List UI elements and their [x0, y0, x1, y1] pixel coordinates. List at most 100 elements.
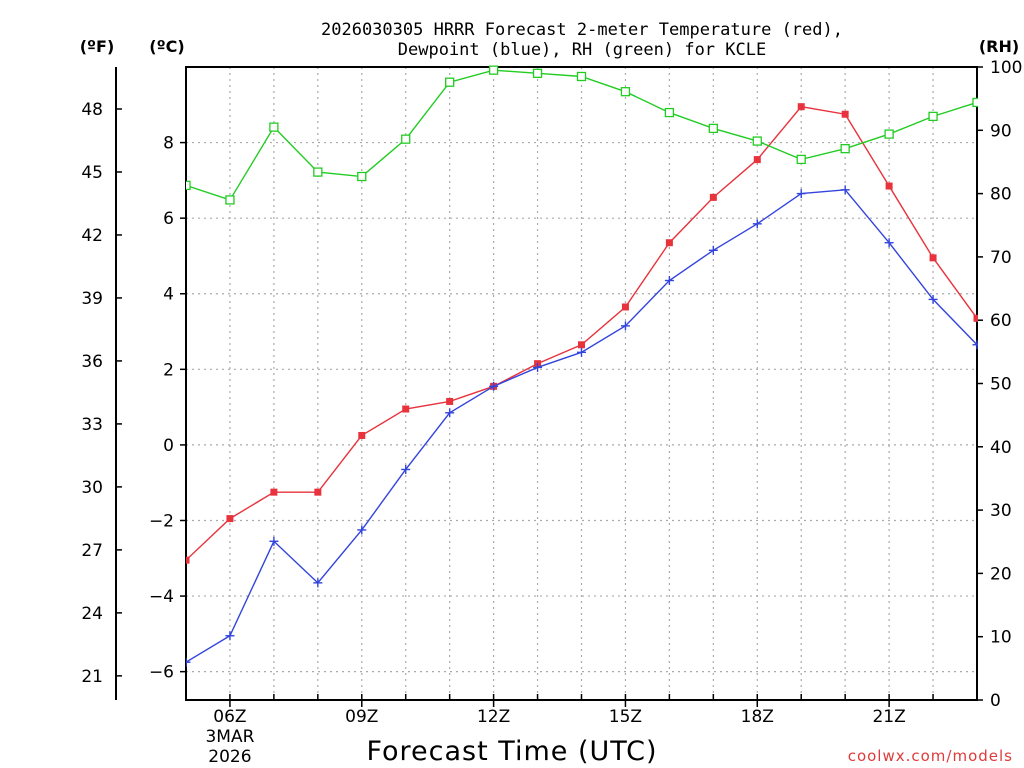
dewpoint-point — [186, 657, 191, 667]
temperature-point — [446, 397, 454, 405]
temperature-point — [578, 341, 585, 349]
dewpoint-point — [972, 340, 978, 350]
rh-axis-label: (RH) — [979, 37, 1019, 56]
celsius-tick-label: −4 — [149, 587, 174, 607]
axes: −6−4−20246821242730333639424548010203040… — [81, 58, 1022, 767]
dewpoint-point — [796, 189, 806, 199]
fahrenheit-tick-label: 48 — [81, 100, 103, 120]
temperature-point — [621, 303, 629, 311]
rh-point — [445, 77, 455, 87]
temperature-line — [186, 105, 978, 561]
celsius-axis-label: (ºC) — [149, 37, 184, 56]
fahrenheit-tick-label: 39 — [81, 289, 103, 309]
rh-point — [488, 65, 499, 75]
celsius-tick-label: 2 — [163, 360, 174, 380]
rh-point — [928, 111, 938, 122]
temperature-point — [226, 515, 234, 523]
grid-lines — [186, 67, 977, 700]
dewpoint-point — [533, 362, 543, 372]
fahrenheit-tick-label: 42 — [81, 226, 103, 246]
rh-point — [840, 144, 850, 154]
temperature-point — [841, 110, 849, 118]
x-tick-label: 06Z — [213, 707, 246, 727]
dewpoint-point — [225, 631, 235, 641]
rh-point — [401, 134, 411, 144]
x-tick-label: 15Z — [609, 707, 642, 727]
dewpoint-point — [752, 219, 762, 229]
fahrenheit-tick-label: 24 — [81, 604, 103, 624]
rh-tick-label: 30 — [990, 501, 1012, 521]
celsius-tick-label: 4 — [163, 285, 174, 305]
celsius-tick-label: 8 — [163, 134, 174, 154]
celsius-tick-label: −2 — [149, 511, 174, 531]
rh-point — [269, 122, 279, 132]
temperature-point — [270, 488, 278, 496]
temperature-point — [973, 314, 978, 322]
dewpoint-point — [401, 464, 411, 474]
credit-text: coolwx.com/models — [848, 747, 1013, 765]
fahrenheit-tick-label: 21 — [81, 667, 103, 687]
rh-point — [357, 171, 367, 182]
plot-frame — [185, 66, 978, 701]
dewpoint-point — [708, 245, 718, 255]
temperature-point — [186, 556, 190, 564]
rh-tick-label: 10 — [990, 628, 1012, 648]
dewpoint-point — [664, 276, 674, 286]
dewpoint-point — [357, 525, 367, 535]
dewpoint-point — [928, 294, 938, 304]
x-axis-title: Forecast Time (UTC) — [366, 736, 657, 767]
temperature-point — [885, 182, 893, 190]
dewpoint-point — [840, 185, 850, 195]
dewpoint-point — [313, 578, 323, 588]
dewpoint-point — [577, 347, 586, 357]
dewpoint-point — [884, 238, 894, 248]
x-tick-label: 18Z — [741, 707, 774, 727]
rh-tick-label: 40 — [990, 438, 1012, 458]
rh-point — [972, 97, 978, 108]
series-layer — [186, 65, 978, 667]
rh-tick-label: 70 — [990, 248, 1012, 268]
rh-tick-label: 20 — [990, 564, 1012, 584]
rh-point — [664, 107, 675, 118]
rh-tick-label: 50 — [990, 375, 1012, 395]
rh-point — [752, 136, 762, 146]
temperature-point — [753, 156, 761, 164]
fahrenheit-tick-label: 33 — [81, 415, 103, 435]
rh-point — [313, 167, 323, 177]
rh-tick-label: 60 — [990, 311, 1012, 331]
rh-tick-label: 90 — [990, 121, 1012, 141]
rh-point — [576, 71, 587, 82]
rh-point — [532, 68, 543, 78]
rh-point — [884, 129, 894, 139]
rh-point — [796, 154, 806, 165]
dewpoint-point — [620, 321, 630, 331]
series-clip-group — [186, 65, 978, 667]
fahrenheit-tick-label: 45 — [81, 163, 103, 183]
temperature-point — [929, 254, 937, 262]
x-tick-label: 09Z — [345, 707, 378, 727]
chart-title-line1: 2026030305 HRRR Forecast 2-meter Tempera… — [321, 20, 843, 40]
temperature-point — [797, 103, 805, 111]
temperature-point — [402, 405, 410, 413]
temperature-point — [665, 239, 673, 247]
rh-point — [708, 123, 718, 134]
rh-tick-label: 80 — [990, 185, 1012, 205]
rh-point — [186, 180, 191, 191]
rh-point — [225, 195, 235, 205]
celsius-tick-label: 6 — [163, 209, 174, 229]
rh-tick-label: 100 — [990, 58, 1022, 78]
dewpoint-point — [445, 408, 455, 418]
fahrenheit-tick-label: 27 — [81, 541, 103, 561]
x-tick-date-label: 3MAR — [205, 727, 254, 747]
rh-point — [620, 87, 631, 97]
fahrenheit-tick-label: 30 — [81, 478, 103, 498]
dewpoint-point — [489, 381, 499, 391]
rh-tick-label: 0 — [990, 691, 1001, 711]
temperature-point — [314, 488, 322, 496]
fahrenheit-axis-label: (ºF) — [80, 37, 115, 56]
temperature-point — [709, 193, 717, 201]
dewpoint-point — [269, 536, 279, 546]
fahrenheit-tick-label: 36 — [81, 352, 103, 372]
temperature-point — [358, 431, 366, 439]
